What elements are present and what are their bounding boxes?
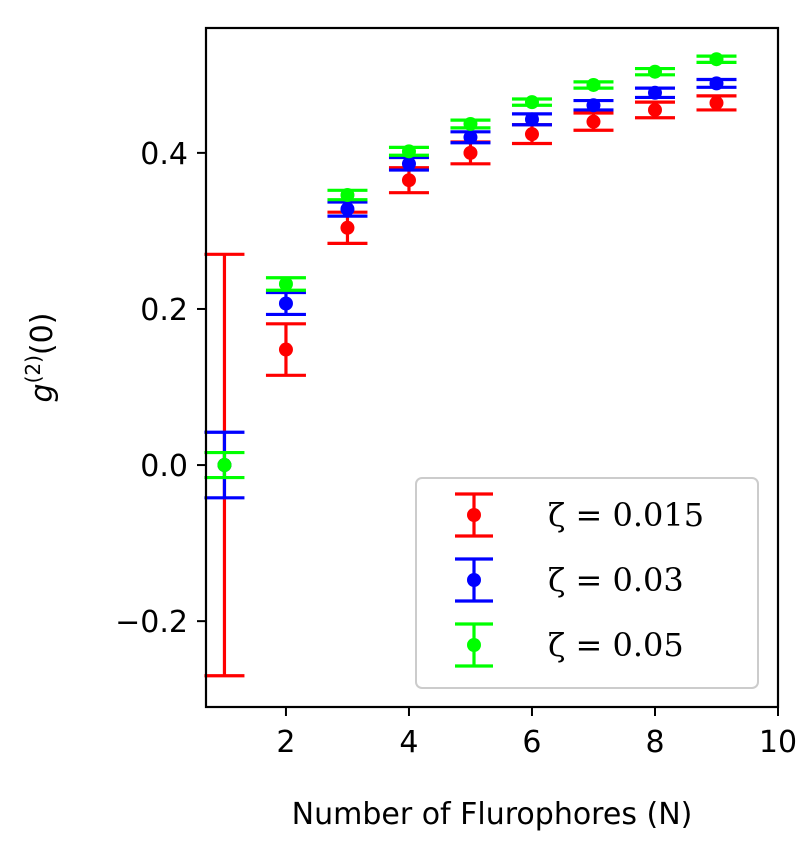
data-point: [586, 114, 601, 129]
data-point: [340, 220, 355, 235]
data-point: [401, 173, 416, 188]
data-point: [524, 112, 539, 127]
data-point: [217, 458, 232, 473]
data-point: [401, 144, 416, 159]
y-tick-label: 0.2: [140, 293, 188, 328]
legend-entry-3: ζ = 0.05: [455, 622, 684, 668]
x-tick-label: 6: [522, 725, 541, 760]
x-axis-label: Number of Flurophores (N): [292, 797, 693, 832]
data-point: [340, 188, 355, 203]
plot-area: [204, 52, 737, 678]
legend-marker: [467, 508, 481, 522]
legend-label: ζ = 0.015: [548, 496, 704, 534]
legend-label: ζ = 0.03: [548, 561, 684, 599]
legend-marker: [467, 573, 481, 587]
data-point: [524, 127, 539, 142]
y-tick-label: −0.2: [115, 605, 188, 640]
y-label-superscript: (2): [21, 355, 45, 383]
axes: 2 4 6 8 10 −0.2 0.0 0.2 0.4: [115, 26, 797, 760]
data-point: [647, 64, 662, 79]
data-point: [463, 116, 478, 131]
legend-marker: [467, 638, 481, 652]
data-point: [586, 77, 601, 92]
data-point: [524, 95, 539, 110]
series-1: [204, 94, 737, 678]
data-point: [709, 52, 724, 67]
y-tick-label: 0.4: [140, 137, 188, 172]
data-point: [709, 76, 724, 91]
y-tick-label: 0.0: [140, 449, 188, 484]
y-label-tail: (0): [25, 313, 60, 356]
data-point: [647, 85, 662, 100]
data-point: [278, 276, 293, 291]
data-point: [278, 342, 293, 357]
series-2: [204, 76, 737, 500]
legend: ζ = 0.015 ζ = 0.03 ζ = 0.05: [415, 477, 759, 689]
y-axis-label: g(2)(0): [21, 313, 60, 403]
data-point: [340, 202, 355, 217]
data-point: [463, 145, 478, 160]
x-tick-label: 4: [399, 725, 418, 760]
legend-label: ζ = 0.05: [548, 626, 684, 664]
series-3: [204, 52, 737, 480]
y-label-base: g: [25, 383, 60, 402]
data-point: [709, 95, 724, 110]
data-point: [278, 296, 293, 311]
x-tick-label: 10: [759, 725, 797, 760]
legend-entry-1: ζ = 0.015: [455, 492, 704, 538]
data-point: [463, 130, 478, 145]
data-point: [586, 98, 601, 113]
legend-box: [415, 477, 759, 689]
axes-frame: [204, 26, 780, 709]
data-point: [401, 156, 416, 171]
data-point: [647, 102, 662, 117]
x-tick-label: 2: [276, 725, 295, 760]
legend-entry-2: ζ = 0.03: [455, 557, 684, 603]
x-tick-label: 8: [645, 725, 664, 760]
